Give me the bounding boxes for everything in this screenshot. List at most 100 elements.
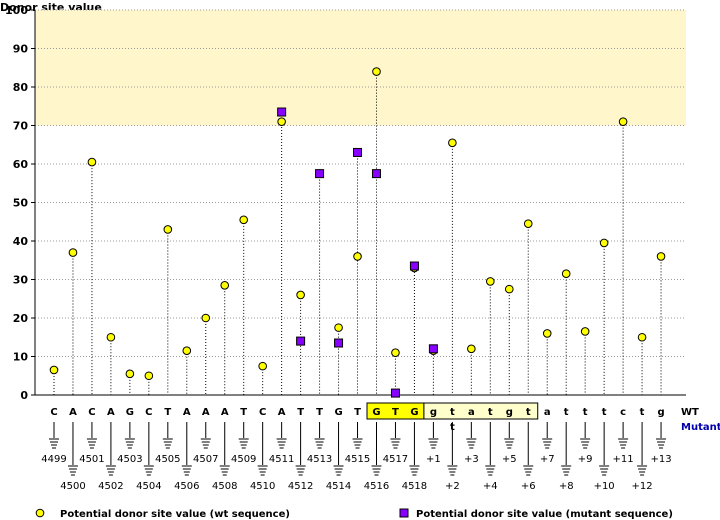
y-tick-label: 40	[13, 235, 29, 248]
position-label: +6	[521, 481, 536, 492]
mutant-point	[371, 169, 381, 179]
wt-base: T	[297, 407, 304, 418]
wt-point	[542, 329, 552, 338]
position-label: +10	[594, 481, 615, 492]
wt-point	[239, 215, 248, 225]
wt-base: G	[410, 407, 418, 418]
wt-point	[258, 361, 267, 371]
wt-base: t	[602, 407, 607, 418]
wt-point	[656, 252, 666, 261]
position-label: 4511	[269, 454, 294, 465]
wt-point	[580, 327, 590, 336]
legend-mutant-label: Potential donor site value (mutant seque…	[416, 509, 673, 520]
position-label: 4517	[383, 454, 408, 465]
y-tick-label: 50	[13, 197, 29, 210]
wt-base: A	[278, 407, 286, 418]
wt-point	[353, 252, 362, 261]
position-label: +8	[559, 481, 574, 492]
position-label: +7	[540, 454, 555, 465]
wt-base: g	[430, 407, 437, 418]
wt-point	[87, 157, 97, 167]
mutant-point	[409, 261, 419, 271]
position-label: 4502	[98, 481, 123, 492]
mutant-point	[277, 107, 287, 117]
wt-point	[561, 269, 571, 279]
mutant-row-label: Mutant	[681, 422, 720, 433]
wt-base: T	[392, 407, 399, 418]
position-label: 4510	[250, 481, 275, 492]
wt-base: t	[526, 407, 531, 418]
position-label: 4518	[402, 481, 427, 492]
position-label: +5	[502, 454, 517, 465]
position-label: 4505	[155, 454, 180, 465]
wt-point	[334, 323, 343, 332]
wt-base: G	[334, 407, 342, 418]
position-label: 4503	[117, 454, 142, 465]
mutant-point	[334, 338, 344, 348]
wt-base: C	[145, 407, 152, 418]
legend-mutant-marker	[399, 508, 409, 518]
wt-point	[599, 238, 609, 248]
position-label: 4507	[193, 454, 218, 465]
wt-point	[391, 348, 400, 357]
wt-point	[467, 344, 476, 354]
wt-base: C	[259, 407, 266, 418]
position-label: 4501	[79, 454, 104, 465]
wt-point	[68, 248, 78, 257]
position-label: +4	[483, 481, 498, 492]
wt-point	[277, 117, 286, 126]
y-tick-label: 0	[20, 389, 28, 402]
wt-base: T	[316, 407, 323, 418]
position-label: 4513	[307, 454, 332, 465]
wt-base: G	[372, 407, 380, 418]
position-label: +2	[445, 481, 460, 492]
y-tick-label: 80	[13, 81, 29, 94]
y-tick-label: 60	[13, 158, 29, 171]
wt-base: t	[564, 407, 569, 418]
mutant-base: t	[450, 422, 455, 433]
wt-base: g	[657, 407, 664, 418]
wt-point	[125, 369, 135, 379]
position-label: 4506	[174, 481, 199, 492]
wt-base: T	[240, 407, 247, 418]
wt-base: t	[450, 407, 455, 418]
position-label: 4516	[364, 481, 389, 492]
wt-base: A	[202, 407, 210, 418]
wt-base: T	[164, 407, 171, 418]
wt-point	[163, 225, 173, 234]
wt-point	[182, 346, 192, 356]
y-tick-label: 10	[13, 351, 29, 364]
wt-row-label: WT	[681, 407, 699, 418]
position-label: +12	[632, 481, 653, 492]
position-label: 4514	[326, 481, 351, 492]
y-tick-label: 20	[13, 312, 29, 325]
wt-base: C	[88, 407, 95, 418]
mutant-point	[315, 169, 325, 179]
intron-box	[423, 402, 539, 420]
wt-point	[504, 284, 514, 294]
position-label: 4509	[231, 454, 256, 465]
highlight-band	[35, 10, 686, 126]
wt-base: a	[544, 407, 551, 418]
wt-base: g	[506, 407, 513, 418]
position-label: +9	[578, 454, 593, 465]
wt-base: A	[69, 407, 77, 418]
wt-base: T	[354, 407, 361, 418]
y-tick-label: 90	[13, 43, 29, 56]
legend-wt-label: Potential donor site value (wt sequence)	[60, 509, 290, 520]
position-label: +1	[426, 454, 441, 465]
wt-point	[49, 365, 59, 375]
wt-point	[220, 280, 230, 290]
wt-base: C	[50, 407, 57, 418]
y-tick-label: 100	[5, 4, 28, 17]
position-label: +13	[650, 454, 671, 465]
wt-point	[106, 332, 116, 342]
wt-point	[618, 117, 628, 126]
mutant-point	[296, 336, 306, 346]
wt-base: A	[183, 407, 191, 418]
position-label: +3	[464, 454, 479, 465]
wt-base: G	[126, 407, 134, 418]
wt-base: t	[640, 407, 645, 418]
legend-wt-marker	[35, 508, 45, 518]
